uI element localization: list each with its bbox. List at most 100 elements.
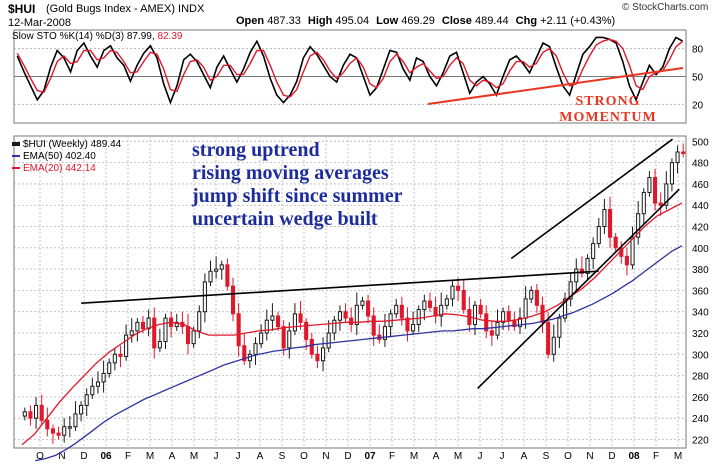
candle-up bbox=[636, 213, 641, 238]
sto-legend: Slow STO %K(14) %D(3) 87.99, 82.39 bbox=[12, 31, 183, 42]
x-tick-label: J bbox=[214, 451, 219, 462]
legend-hui-label: $HUI (Weekly) 489.44 bbox=[23, 139, 122, 150]
sto-k-line bbox=[16, 36, 684, 105]
candle-down bbox=[405, 317, 410, 332]
sto-tick-label: 80 bbox=[692, 45, 704, 56]
x-tick-label: D bbox=[80, 451, 87, 462]
candle-down bbox=[366, 300, 371, 317]
legend-ema50-label: EMA(50) 402.40 bbox=[23, 151, 96, 162]
x-tick-label: N bbox=[322, 451, 329, 462]
candle-up bbox=[557, 317, 562, 338]
low-value: 469.29 bbox=[401, 15, 435, 27]
candle-up bbox=[585, 257, 590, 274]
x-tick-label: D bbox=[608, 451, 615, 462]
candle-down bbox=[484, 313, 489, 332]
x-tick-label: M bbox=[410, 451, 418, 462]
wedge-lower-line bbox=[477, 188, 680, 389]
candle-up bbox=[135, 321, 140, 332]
x-tick-label: S bbox=[279, 451, 286, 462]
candle-up bbox=[439, 304, 444, 317]
legend-ema20-label: EMA(20) 442.14 bbox=[23, 163, 96, 174]
candle-up bbox=[101, 372, 106, 383]
candle-down bbox=[50, 428, 55, 434]
candle-up bbox=[157, 341, 162, 349]
candle-up bbox=[191, 330, 196, 345]
candle-up bbox=[382, 326, 387, 340]
date-label: 12-Mar-2008 bbox=[8, 17, 71, 29]
candle-down bbox=[309, 338, 314, 355]
candle-up bbox=[124, 334, 129, 357]
candle-down bbox=[281, 326, 286, 349]
candle-down bbox=[45, 419, 50, 430]
ohlc-readout: Open 487.33 High 495.04 Low 469.29 Close… bbox=[236, 15, 615, 27]
candle-down bbox=[315, 353, 320, 362]
candle-down bbox=[653, 177, 658, 204]
price-tick-label: 260 bbox=[692, 393, 709, 404]
note-line: jump shift since summer bbox=[192, 185, 403, 207]
candle-up bbox=[163, 317, 168, 343]
candle-up bbox=[501, 311, 506, 323]
symbol-name: (Gold Bugs Index - AMEX) INDX bbox=[46, 3, 205, 15]
x-tick-label: J bbox=[500, 451, 505, 462]
candle-up bbox=[90, 385, 95, 396]
candle-up bbox=[112, 353, 117, 364]
price-tick-label: 220 bbox=[692, 435, 709, 446]
legend-ema20: EMA(20) 442.14 bbox=[12, 163, 121, 175]
candle-down bbox=[658, 202, 663, 206]
price-tick-label: 440 bbox=[692, 201, 709, 212]
candle-up bbox=[591, 243, 596, 259]
candle-up bbox=[197, 311, 202, 332]
legend-ema50: EMA(50) 402.40 bbox=[12, 151, 121, 163]
ema50-line bbox=[35, 245, 683, 462]
price-tick-label: 280 bbox=[692, 372, 709, 383]
x-tick-label: N bbox=[58, 451, 65, 462]
candle-down bbox=[546, 321, 551, 355]
candle-up bbox=[675, 151, 680, 164]
candle-up bbox=[641, 191, 646, 215]
candle-up bbox=[73, 413, 78, 428]
candle-up bbox=[562, 298, 568, 319]
candle-up bbox=[253, 343, 258, 355]
close-value: 489.44 bbox=[474, 15, 509, 27]
candle-up bbox=[669, 162, 674, 185]
candle-up bbox=[107, 362, 112, 374]
candle-down bbox=[275, 315, 281, 328]
candle-up bbox=[95, 381, 101, 387]
candle-up bbox=[208, 270, 213, 283]
candle-up bbox=[84, 394, 89, 406]
x-tick-label: 07 bbox=[364, 451, 376, 462]
note-line: rising moving averages bbox=[192, 162, 389, 184]
x-tick-label: J bbox=[478, 451, 483, 462]
candle-up bbox=[360, 300, 365, 306]
x-tick-label: A bbox=[169, 451, 176, 462]
candle-down bbox=[489, 330, 494, 336]
chg-label: Chg bbox=[515, 15, 538, 27]
candle-up bbox=[568, 281, 573, 300]
candle-up bbox=[79, 404, 84, 415]
wedge-upper-line bbox=[510, 138, 674, 260]
watermark: © StockCharts.com bbox=[622, 2, 709, 13]
candle-down bbox=[399, 304, 404, 319]
candle-up bbox=[596, 226, 601, 245]
candle-up bbox=[630, 236, 635, 266]
price-tick-label: 380 bbox=[692, 265, 709, 276]
candle-down bbox=[140, 321, 146, 330]
candle-up bbox=[602, 208, 607, 228]
candle-down bbox=[39, 404, 44, 421]
candle-up bbox=[416, 309, 421, 325]
candle-down bbox=[28, 411, 33, 419]
candle-up bbox=[523, 298, 528, 319]
candle-up bbox=[472, 304, 478, 325]
x-tick-label: J bbox=[236, 451, 241, 462]
candle-up bbox=[259, 332, 264, 345]
candle-down bbox=[506, 311, 511, 321]
candle-down bbox=[371, 315, 376, 336]
price-frame bbox=[13, 135, 687, 449]
price-tick-label: 420 bbox=[692, 223, 709, 234]
candle-up bbox=[219, 264, 224, 270]
candle-up bbox=[146, 317, 151, 330]
price-tick-label: 480 bbox=[692, 159, 709, 170]
candle-down bbox=[118, 353, 123, 357]
candle-down bbox=[540, 304, 545, 323]
